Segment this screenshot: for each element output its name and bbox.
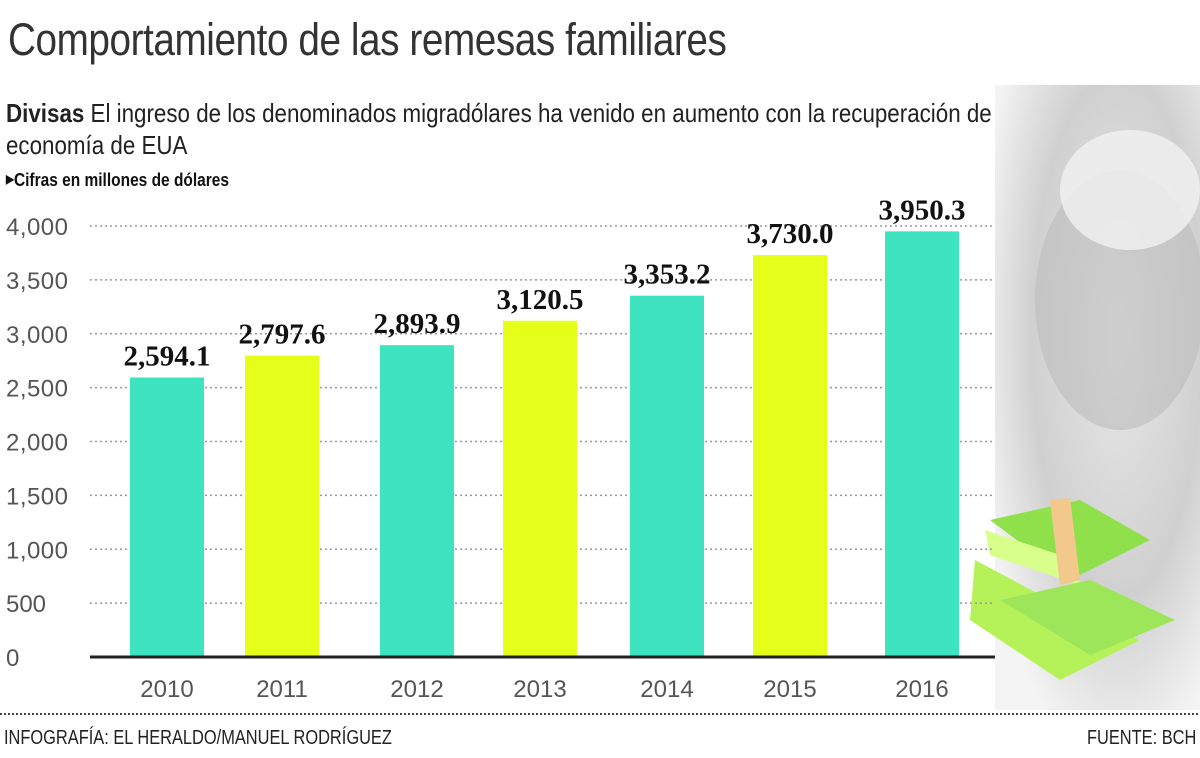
gridlines [90, 225, 995, 604]
y-tick-label: 1,500 [6, 483, 68, 510]
x-axis-ticks: 2010 2011 2012 2013 2014 2015 2016 [140, 676, 948, 703]
bar-2012 [380, 345, 454, 657]
x-tick-label-2015: 2015 [763, 676, 816, 703]
data-label-2016: 3,950.3 [879, 194, 966, 226]
x-tick-label-2012: 2012 [390, 676, 443, 703]
data-label-2014: 3,353.2 [624, 259, 711, 291]
subtitle-bold: Divisas [6, 98, 85, 128]
x-tick-label-2010: 2010 [140, 676, 193, 703]
y-tick-label: 2,500 [6, 376, 68, 403]
y-tick-label: 2,000 [6, 430, 68, 457]
y-axis-ticks: 0 500 1,000 1,500 2,000 2,500 3,000 3,500 4,000 [6, 214, 68, 672]
x-tick-label-2013: 2013 [513, 676, 566, 703]
bar-2016 [885, 231, 959, 658]
data-label-2012: 2,893.9 [374, 308, 461, 340]
triangle-bullet-icon: ▶ [6, 172, 14, 186]
source-text: FUENTE: BCH [1086, 727, 1196, 749]
subtitle-text: El ingreso de los denominados migradólar… [6, 98, 1016, 160]
chart-subtitle: Divisas El ingreso de los denominados mi… [6, 97, 1038, 161]
data-label-2013: 3,120.5 [497, 284, 584, 316]
unit-note-text: Cifras en millones de dólares [13, 170, 230, 190]
bars [130, 231, 959, 658]
bar-2015 [753, 255, 827, 657]
data-label-2010: 2,594.1 [124, 340, 211, 372]
data-label-2015: 3,730.0 [747, 218, 834, 250]
y-tick-label: 1,000 [6, 537, 68, 564]
x-tick-label-2011: 2011 [256, 676, 308, 703]
y-tick-label: 3,500 [6, 268, 68, 295]
bar-2013 [503, 320, 577, 657]
money-stacks-illustration [970, 498, 1175, 680]
data-labels: 2,594.1 2,797.6 2,893.9 3,120.5 3,353.2 3,730… [124, 194, 966, 372]
y-tick-label: 500 [6, 591, 46, 618]
credit-text: INFOGRAFÍA: EL HERALDO/MANUEL RODRÍGUEZ [4, 727, 392, 749]
bar-2014 [630, 295, 704, 657]
bar-2010 [130, 377, 204, 657]
data-label-2011: 2,797.6 [239, 319, 326, 351]
x-tick-label-2014: 2014 [640, 676, 693, 703]
y-tick-label: 0 [6, 645, 19, 672]
y-tick-label: 4,000 [6, 214, 68, 241]
chart-title: Comportamiento de las remesas familiares [8, 14, 727, 65]
unit-note: ▶Cifras en millones de dólares [6, 170, 229, 191]
bar-2011 [245, 355, 319, 657]
y-tick-label: 3,000 [6, 322, 68, 349]
x-tick-label-2016: 2016 [895, 676, 948, 703]
